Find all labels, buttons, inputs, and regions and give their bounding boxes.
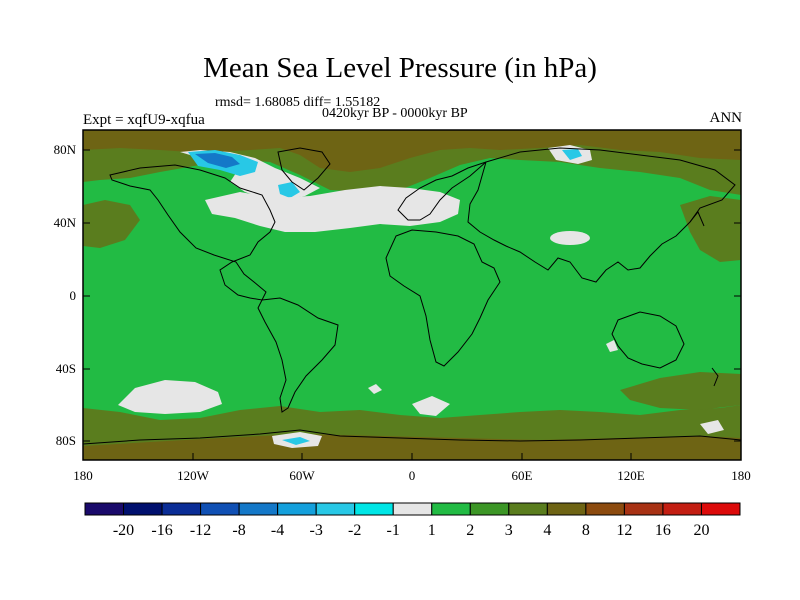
colorbar-swatch-4 <box>238 502 279 516</box>
colorbar-label-13: 12 <box>616 522 633 539</box>
colorbar-swatch-12 <box>546 502 587 516</box>
subtitle-period: 0420kyr BP - 0000kyr BP <box>322 106 468 121</box>
coast-asia <box>467 147 736 283</box>
colorbar-label-3: -8 <box>232 522 246 539</box>
chart-title: Mean Sea Level Pressure (in hPa) <box>203 52 597 84</box>
colorbar-swatch-15 <box>662 502 702 516</box>
atlantic-neutral-band <box>205 186 460 232</box>
colorbar-swatch-9 <box>431 502 471 516</box>
colorbar-label-9: 2 <box>466 522 475 539</box>
coast-north-america <box>109 164 276 301</box>
colorbar-label-4: -4 <box>270 522 285 539</box>
ross-sea-neutral <box>700 420 724 434</box>
season-label: ANN <box>709 110 743 126</box>
xtick-label-120w: 120W <box>177 468 209 483</box>
colorbar <box>84 502 741 516</box>
coast-africa <box>385 229 501 367</box>
xtick-label-180e: 180 <box>731 468 751 483</box>
y-ticks <box>83 149 741 442</box>
colorbar-swatch-1 <box>123 502 163 516</box>
siberia-negative <box>562 149 582 160</box>
colorbar-label-2: -12 <box>189 522 212 539</box>
colorbar-label-1: -16 <box>151 522 173 539</box>
ytick-label-80s: 80S <box>55 433 76 448</box>
ytick-label-80n: 80N <box>53 142 76 157</box>
colorbar-swatch-0 <box>84 502 125 516</box>
map-plot-area <box>83 130 741 460</box>
colorbar-label-15: 20 <box>693 522 710 539</box>
colorbar-swatch-2 <box>161 502 202 516</box>
colorbar-swatch-10 <box>469 502 510 516</box>
colorbar-swatch-13 <box>585 502 625 516</box>
arctic-high-region <box>83 130 741 172</box>
xtick-label-0: 0 <box>408 468 416 483</box>
colorbar-swatch-14 <box>623 502 664 516</box>
xtick-label-60w: 60W <box>289 468 315 483</box>
greenland-strong-negative <box>195 153 240 168</box>
colorbar-swatch-5 <box>277 502 317 516</box>
colorbar-swatch-16 <box>700 502 741 516</box>
xtick-label-60e: 60E <box>511 468 533 483</box>
south-pacific-neutral <box>118 380 222 414</box>
nw-pacific-positive <box>680 196 741 262</box>
colorbar-label-6: -2 <box>348 522 362 539</box>
colorbar-label-0: -20 <box>112 522 135 539</box>
ytick-label-40n: 40N <box>53 215 76 230</box>
colorbar-swatch-7 <box>354 502 394 516</box>
colorbar-swatch-8 <box>392 502 433 516</box>
antarctic-negative <box>282 437 310 445</box>
subtitle-stats: rmsd= 1.68085 diff= 1.55182 <box>215 95 381 110</box>
hudson-negative <box>278 182 300 198</box>
colorbar-label-12: 8 <box>581 522 590 539</box>
south-indian-positive <box>620 372 741 410</box>
south-atlantic-neutral-b <box>368 384 382 394</box>
x-ticks <box>82 453 742 460</box>
colorbar-label-10: 3 <box>504 522 513 539</box>
colorbar-label-8: 1 <box>427 522 436 539</box>
colorbar-label-11: 4 <box>543 522 552 539</box>
south-atlantic-neutral-a <box>412 396 450 416</box>
coast-europe <box>397 161 487 221</box>
coast-japan <box>689 211 705 227</box>
ytick-label-40s: 40S <box>55 361 76 376</box>
asia-neutral-patch <box>550 231 590 245</box>
coast-australia <box>611 311 685 369</box>
colorbar-swatch-3 <box>200 502 240 516</box>
colorbar-label-14: 16 <box>654 522 671 539</box>
coast-south-america <box>257 297 339 413</box>
colorbar-label-7: -1 <box>386 522 400 539</box>
experiment-label: Expt = xqfU9-xqfua <box>83 112 205 128</box>
australia-neutral <box>606 340 618 352</box>
colorbar-swatch-6 <box>315 502 356 516</box>
north-pacific-positive <box>83 200 140 248</box>
coastlines <box>83 147 741 445</box>
xtick-label-180w: 180 <box>73 468 93 483</box>
colorbar-label-5: -3 <box>309 522 323 539</box>
coast-antarctica <box>83 429 741 445</box>
coast-greenland <box>277 147 331 191</box>
xtick-label-120e: 120E <box>617 468 645 483</box>
colorbar-swatch-11 <box>508 502 548 516</box>
coast-new-zealand <box>711 367 719 387</box>
ytick-label-0: 0 <box>69 288 77 303</box>
